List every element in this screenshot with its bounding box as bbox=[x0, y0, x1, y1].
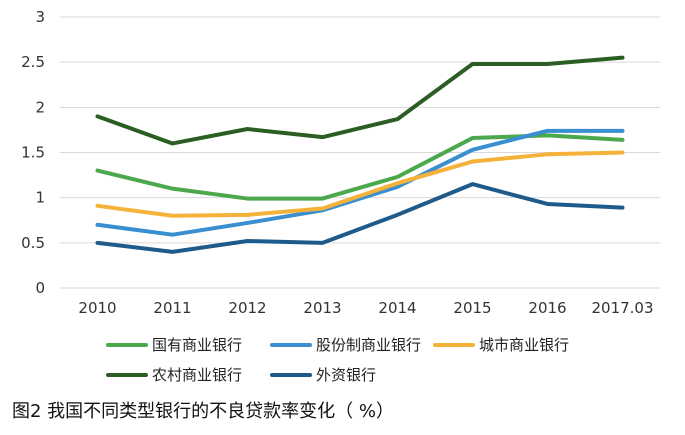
legend-item: 农村商业银行 bbox=[106, 366, 242, 384]
y-tick-label: 2.5 bbox=[21, 53, 45, 71]
y-tick-label: 0 bbox=[35, 279, 45, 297]
y-axis-ticks: 0 0.5 1 1.5 2 2.5 3 bbox=[21, 8, 45, 297]
x-tick-label: 2013 bbox=[303, 299, 341, 317]
x-tick-label: 2010 bbox=[78, 299, 116, 317]
y-tick-label: 0.5 bbox=[21, 234, 45, 252]
figure-caption: 图2 我国不同类型银行的不良贷款率变化（ %） bbox=[12, 401, 394, 422]
legend-label: 国有商业银行 bbox=[152, 336, 242, 354]
series-line-4 bbox=[95, 182, 625, 254]
legend-label: 农村商业银行 bbox=[152, 366, 242, 384]
legend-item: 股份制商业银行 bbox=[270, 336, 421, 354]
x-tick-label: 2014 bbox=[378, 299, 416, 317]
y-tick-label: 1 bbox=[35, 189, 45, 207]
x-tick-label: 2011 bbox=[153, 299, 191, 317]
legend-item: 外资银行 bbox=[270, 366, 376, 384]
x-axis-ticks: 2010 2011 2012 2013 2014 2015 2016 2017.03 bbox=[78, 299, 653, 317]
y-tick-label: 3 bbox=[35, 8, 45, 26]
legend-label: 股份制商业银行 bbox=[316, 336, 421, 354]
y-tick-label: 1.5 bbox=[21, 144, 45, 162]
legend-item: 国有商业银行 bbox=[106, 336, 242, 354]
y-tick-label: 2 bbox=[35, 98, 45, 116]
legend-item: 城市商业银行 bbox=[433, 336, 569, 354]
legend-label: 城市商业银行 bbox=[479, 336, 569, 354]
x-tick-label: 2012 bbox=[228, 299, 266, 317]
series-lines bbox=[95, 55, 625, 254]
series-line-1 bbox=[95, 128, 625, 237]
x-tick-label: 2017.03 bbox=[591, 299, 653, 317]
legend-label: 外资银行 bbox=[316, 366, 376, 384]
series-line-2 bbox=[95, 150, 625, 218]
series-line-3 bbox=[95, 55, 625, 146]
series-line-0 bbox=[95, 133, 625, 201]
x-tick-label: 2016 bbox=[528, 299, 566, 317]
x-tick-label: 2015 bbox=[453, 299, 491, 317]
